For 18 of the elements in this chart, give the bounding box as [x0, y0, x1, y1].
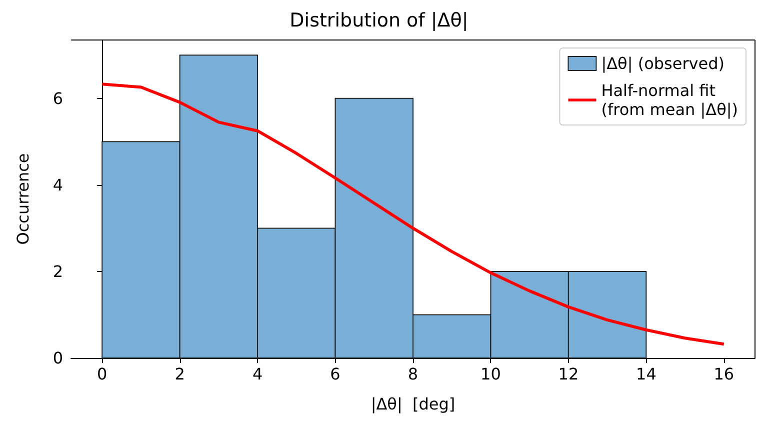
- x-tick-label: 14: [636, 364, 656, 384]
- y-axis-title: Occurrence: [14, 153, 32, 245]
- x-tick-label: 8: [408, 364, 418, 384]
- legend-label: |Δθ| (observed): [601, 54, 724, 73]
- y-tick-label: 0: [52, 348, 63, 368]
- y-tick-label: 4: [52, 175, 63, 194]
- x-tick-label: 4: [252, 364, 263, 384]
- x-axis-title: |Δθ| [deg]: [370, 394, 456, 414]
- y-tick-label: 6: [52, 88, 63, 108]
- x-tick-label: 12: [558, 364, 579, 384]
- y-tick-label: 2: [52, 262, 63, 281]
- x-tick-label: 2: [174, 364, 185, 384]
- chart-title: Distribution of |Δθ|: [290, 10, 468, 32]
- x-tick-label: 0: [96, 364, 108, 384]
- x-tick-label: 6: [330, 364, 340, 384]
- legend-label: Half-normal fit (from mean |Δθ|): [601, 81, 738, 119]
- x-tick-label: 10: [480, 364, 501, 384]
- x-tick-label: 16: [714, 364, 734, 384]
